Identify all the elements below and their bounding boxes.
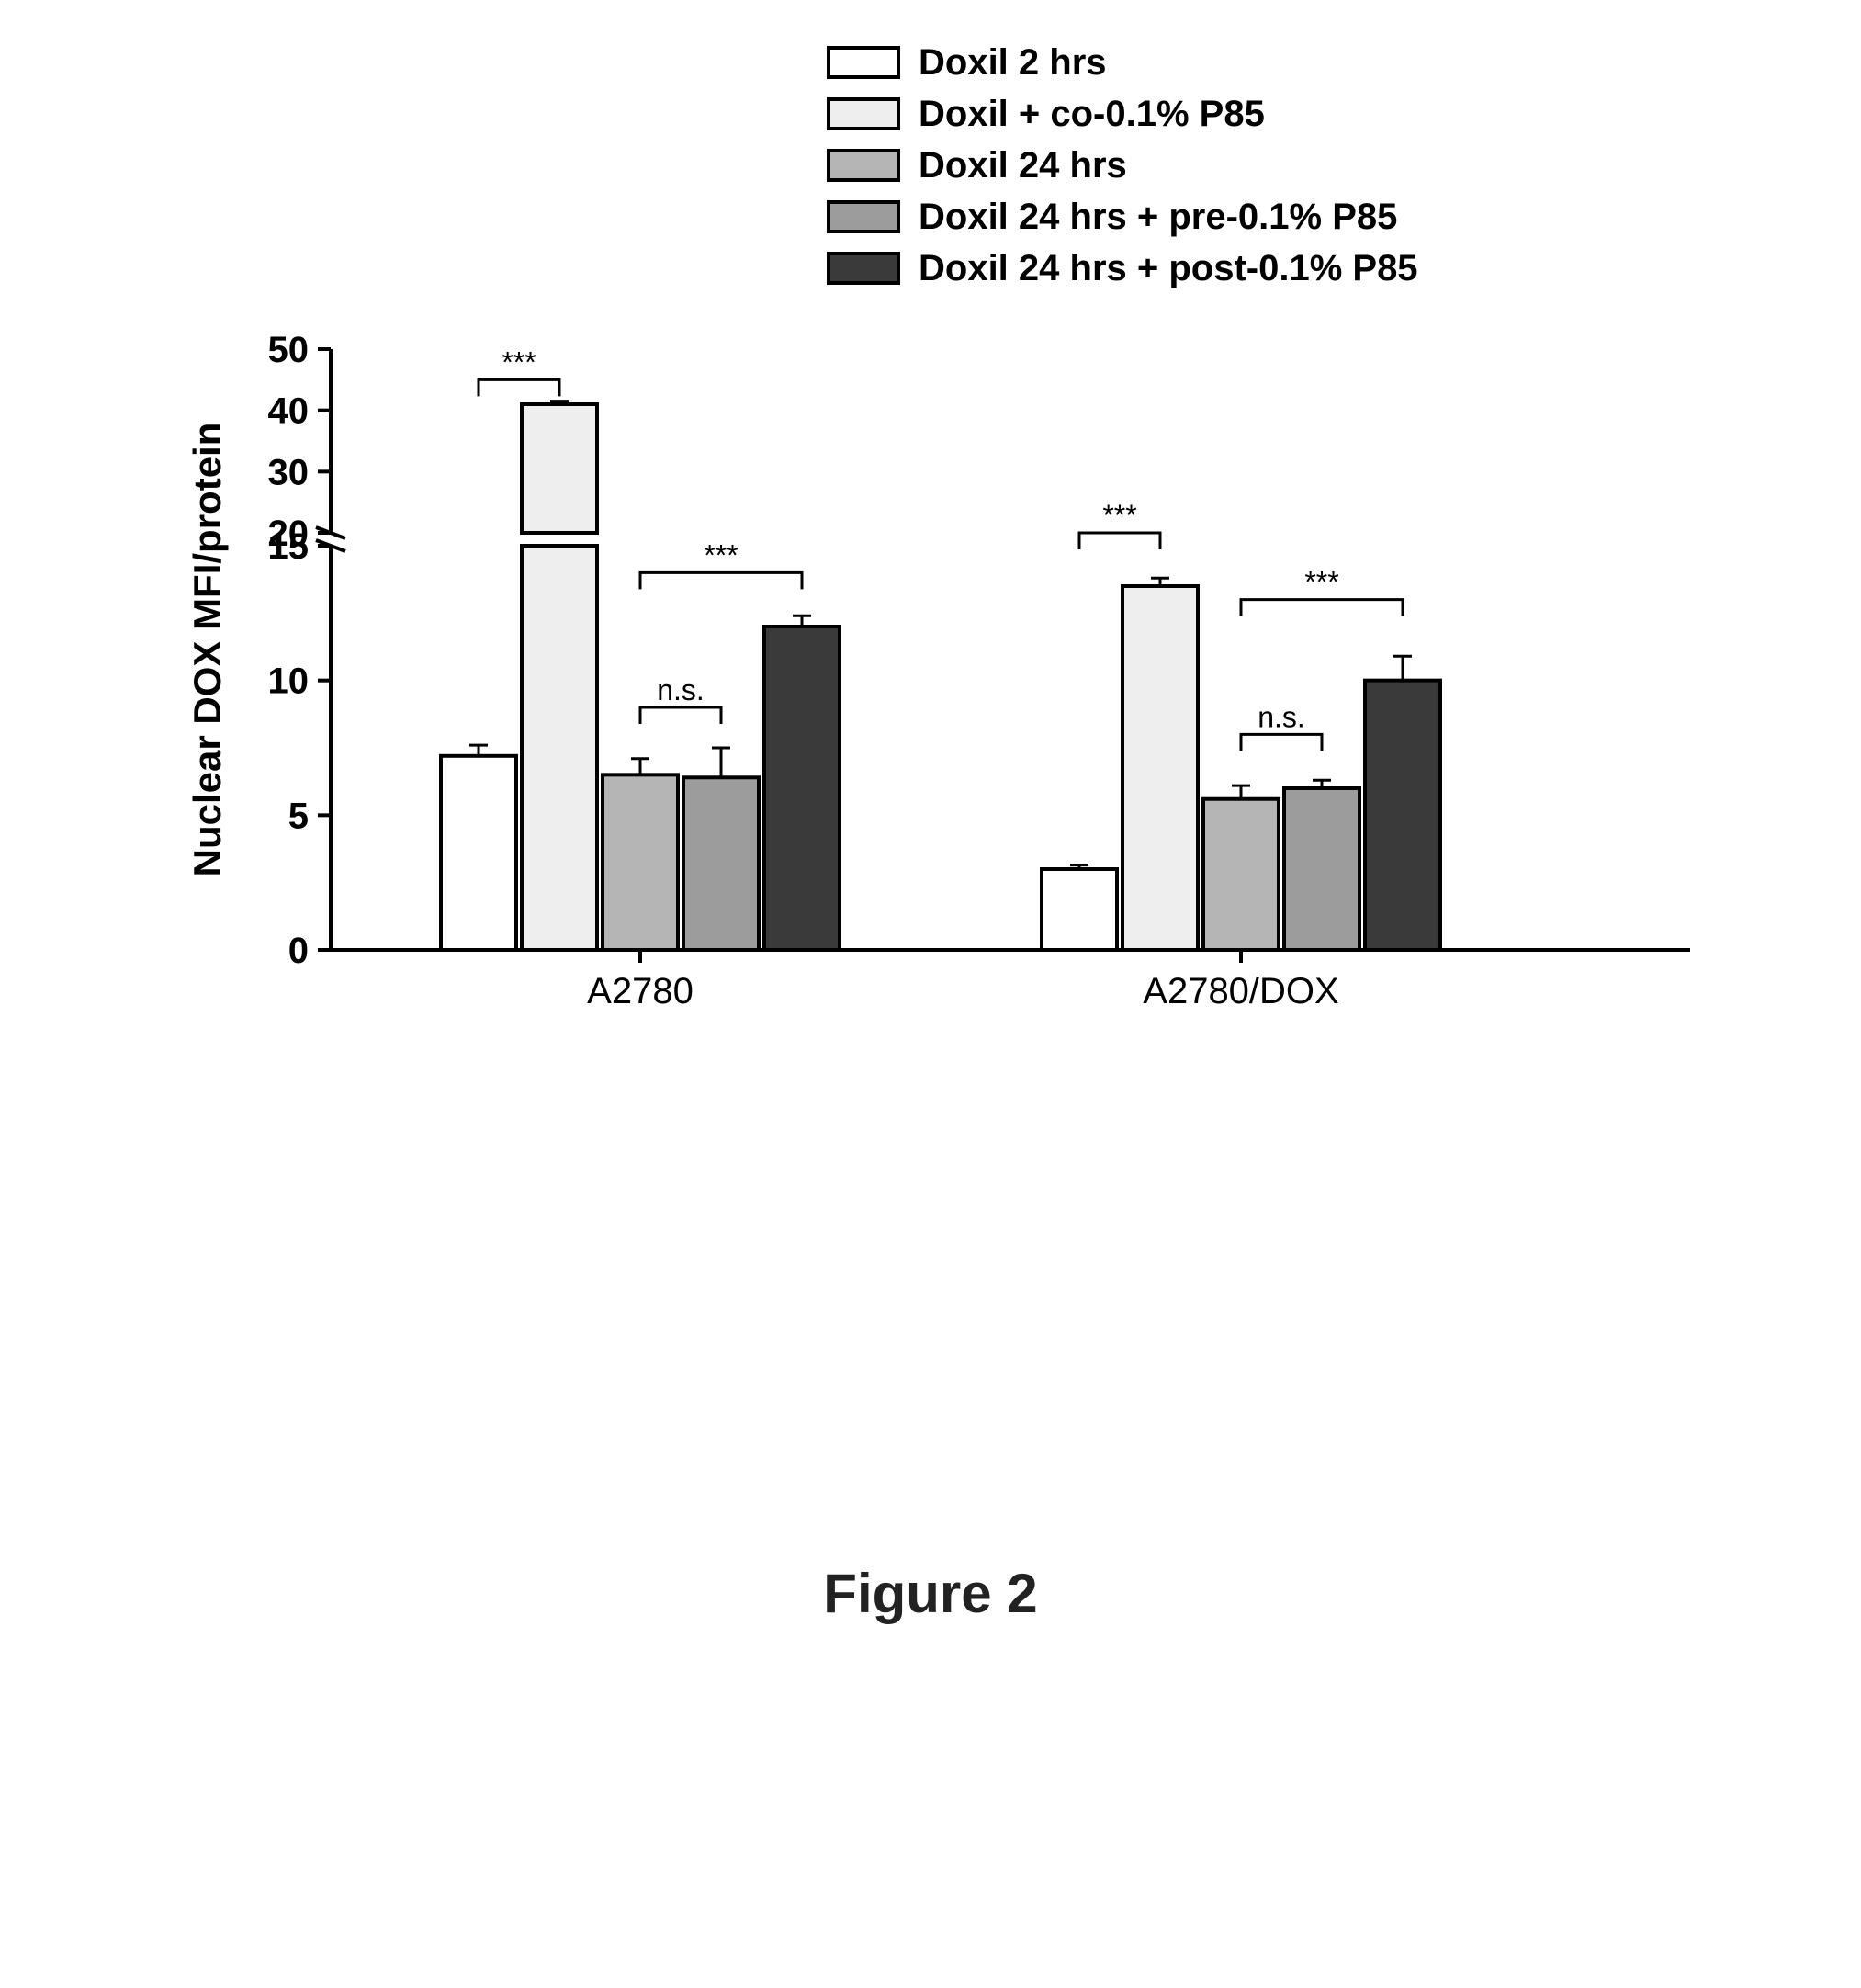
sig-bracket: [479, 379, 559, 396]
x-category-label: A2780: [587, 971, 694, 1011]
legend: Doxil 2 hrs Doxil + co-0.1% P85 Doxil 24 h…: [827, 37, 1418, 294]
legend-row: Doxil + co-0.1% P85: [827, 88, 1418, 140]
sig-bracket: [1241, 600, 1403, 616]
y-tick-label: 0: [288, 931, 309, 971]
y-tick-label: 10: [268, 661, 310, 702]
bar: [1365, 681, 1440, 950]
bar: [522, 546, 597, 950]
legend-label: Doxil 24 hrs + pre-0.1% P85: [919, 197, 1397, 238]
bar: [1284, 788, 1359, 950]
sig-bracket: [1079, 533, 1160, 549]
bar: [1122, 586, 1198, 950]
bar: [1042, 869, 1117, 950]
bar-chart-svg: 05101520304050Nuclear DOX MFI/proteinA27…: [165, 312, 1727, 1079]
x-category-label: A2780/DOX: [1143, 971, 1338, 1011]
y-axis-label: Nuclear DOX MFI/protein: [186, 423, 229, 877]
legend-row: Doxil 2 hrs: [827, 37, 1418, 88]
legend-swatch: [827, 200, 900, 233]
sig-label: ***: [502, 345, 536, 378]
y-tick-label: 40: [268, 391, 310, 432]
legend-swatch: [827, 46, 900, 79]
sig-label: n.s.: [657, 673, 705, 706]
y-tick-label: 20: [268, 514, 310, 554]
legend-row: Doxil 24 hrs: [827, 140, 1418, 191]
bar: [522, 404, 597, 533]
legend-swatch: [827, 97, 900, 130]
legend-row: Doxil 24 hrs + pre-0.1% P85: [827, 191, 1418, 243]
sig-label: ***: [1304, 566, 1338, 599]
bar: [603, 774, 678, 950]
sig-label: n.s.: [1258, 700, 1305, 733]
legend-row: Doxil 24 hrs + post-0.1% P85: [827, 243, 1418, 294]
sig-bracket: [1241, 734, 1322, 751]
legend-label: Doxil 24 hrs + post-0.1% P85: [919, 248, 1418, 289]
bar: [441, 756, 516, 950]
legend-label: Doxil 2 hrs: [919, 42, 1107, 84]
legend-label: Doxil + co-0.1% P85: [919, 94, 1265, 135]
sig-label: ***: [1102, 499, 1136, 532]
y-tick-label: 5: [288, 796, 309, 836]
y-tick-label: 50: [268, 330, 310, 370]
sig-bracket: [640, 572, 802, 589]
bar: [1203, 799, 1279, 950]
bar: [683, 777, 759, 950]
sig-label: ***: [704, 538, 738, 571]
chart: 05101520304050Nuclear DOX MFI/proteinA27…: [165, 312, 1727, 955]
sig-bracket: [640, 707, 721, 724]
legend-swatch: [827, 252, 900, 285]
y-tick-label: 30: [268, 452, 310, 492]
bar: [764, 627, 840, 950]
legend-label: Doxil 24 hrs: [919, 145, 1127, 186]
legend-swatch: [827, 149, 900, 182]
figure-caption: Figure 2: [0, 1562, 1861, 1625]
